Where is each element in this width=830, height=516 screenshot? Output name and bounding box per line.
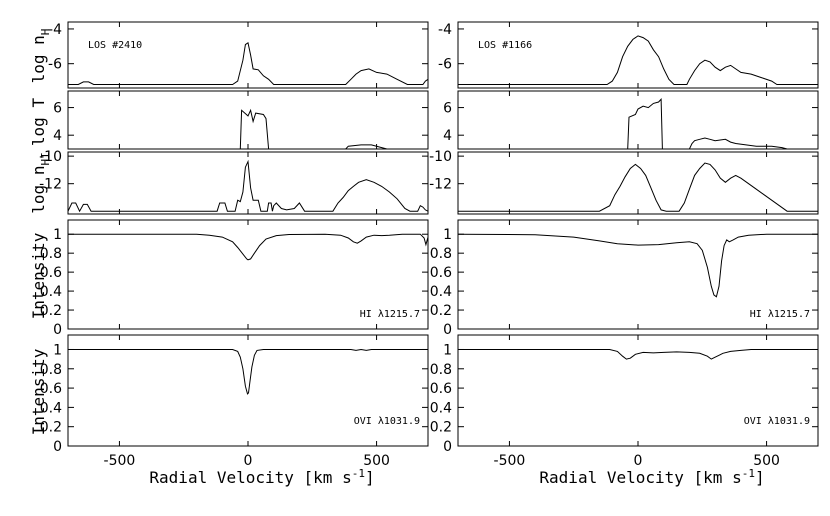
series-line-T xyxy=(68,108,428,150)
panel-OVI-col2: 0 0.2 0.4 0.6 0.8 1 -500 0 500 OVI λ1031.9 xyxy=(430,334,819,469)
ytick-label: 1 xyxy=(443,227,452,243)
series-line-nHI xyxy=(67,159,429,213)
ytick-label: 6 xyxy=(443,101,452,117)
ytick-label: -12 xyxy=(39,177,62,193)
panel-frame xyxy=(457,334,819,447)
ytick-label: -6 xyxy=(48,57,62,73)
ytick-label: -4 xyxy=(438,22,452,38)
series-line-OVI xyxy=(68,348,428,395)
ytick-label: 0.2 xyxy=(40,303,62,319)
ytick-label: 0.8 xyxy=(430,362,452,378)
ytick-label: 0.6 xyxy=(430,381,452,397)
panel-frame xyxy=(67,21,429,89)
ytick-label: -10 xyxy=(429,149,452,165)
ytick-label: 1 xyxy=(53,342,62,358)
panel-T-col1: 46 xyxy=(53,90,429,150)
series-line-nHI xyxy=(458,162,818,212)
xlabel-right: Radial Velocity [km s-1] xyxy=(539,467,764,487)
panel-nHI-col2: -12 -10 xyxy=(429,149,819,215)
ylabel-intensity-ovi: Intensity xyxy=(29,348,48,435)
ylabel-log-T: log T xyxy=(29,98,48,147)
ytick-label: 0.6 xyxy=(40,381,62,397)
ytick-label: 0.8 xyxy=(40,246,62,262)
ytick-label: 0 xyxy=(53,322,62,338)
panel-frame xyxy=(457,90,819,150)
ytick-label: 0.2 xyxy=(430,420,452,436)
xtick-label: 0 xyxy=(634,453,643,469)
series-line-T xyxy=(458,98,818,150)
ytick-label: 0.4 xyxy=(40,400,62,416)
ytick-label: 0.8 xyxy=(40,362,62,378)
ytick-label: 0 xyxy=(53,439,62,455)
panel-frame xyxy=(457,151,819,215)
xtick-label: 500 xyxy=(753,453,780,469)
series-line-OVI xyxy=(458,349,818,360)
ytick-label: 0.4 xyxy=(40,284,62,300)
ytick-label: 1 xyxy=(53,227,62,243)
ytick-label: 0.8 xyxy=(430,246,452,262)
hi-line-label: HI λ1215.7 xyxy=(360,309,420,320)
ovi-line-label: OVI λ1031.9 xyxy=(744,416,810,427)
ytick-label: 6 xyxy=(53,101,62,117)
ytick-label: -6 xyxy=(438,57,452,73)
ytick-label: 0.6 xyxy=(40,265,62,281)
los-label: LOS #1166 xyxy=(478,40,532,51)
xtick-label: 500 xyxy=(363,453,390,469)
ytick-label: 0.4 xyxy=(430,400,452,416)
panel-nH-col2: -6 -4 LOS #1166 xyxy=(438,21,819,89)
ytick-label: 0.2 xyxy=(40,420,62,436)
panel-nHI-col1: -12 -10 xyxy=(39,149,429,215)
ytick-label: 4 xyxy=(53,128,62,144)
ylabel-log-nH: log nH xyxy=(29,29,52,84)
ytick-label: -12 xyxy=(429,177,452,193)
panel-HI-col1: 0 0.2 0.4 0.6 0.8 1 HI λ1215.7 xyxy=(40,219,429,338)
ytick-label: 1 xyxy=(443,342,452,358)
y-axis-labels: log nH log T log nHI Intensity Intensity xyxy=(29,29,52,436)
ytick-label: -10 xyxy=(39,149,62,165)
series-line-nH xyxy=(68,41,429,85)
panel-T-col2: 46 xyxy=(443,90,819,150)
panel-frame xyxy=(67,334,429,447)
los-label: LOS #2410 xyxy=(88,40,142,51)
xtick-label: 0 xyxy=(244,453,253,469)
hi-line-label: HI λ1215.7 xyxy=(750,309,810,320)
panel-frame xyxy=(67,90,429,150)
x-axis-labels: Radial Velocity [km s-1] Radial Velocity… xyxy=(149,467,764,487)
ytick-label: 4 xyxy=(443,128,452,144)
ovi-line-label: OVI λ1031.9 xyxy=(354,416,420,427)
ytick-label: 0 xyxy=(443,322,452,338)
xtick-label: -500 xyxy=(494,453,526,469)
panel-nH-col1: -6 -4 LOS #2410 xyxy=(48,21,429,89)
xtick-label: -500 xyxy=(104,453,136,469)
series-line-HI xyxy=(457,233,818,298)
ytick-label: 0.6 xyxy=(430,265,452,281)
series-line-nH xyxy=(458,35,818,85)
xlabel-left: Radial Velocity [km s-1] xyxy=(149,467,374,487)
ylabel-intensity-hi: Intensity xyxy=(29,232,48,319)
ytick-label: -4 xyxy=(48,22,62,38)
series-line-HI xyxy=(68,233,429,261)
ylabel-log-nHI: log nHI xyxy=(29,152,52,213)
ytick-label: 0.4 xyxy=(430,284,452,300)
ytick-label: 0.2 xyxy=(430,303,452,319)
ytick-label: 0 xyxy=(443,439,452,455)
panel-HI-col2: 0 0.2 0.4 0.6 0.8 1 HI λ1215.7 xyxy=(430,219,819,338)
panel-OVI-col1: 0 0.2 0.4 0.6 0.8 1 -500 0 500 OVI λ1031.9 xyxy=(40,334,429,469)
